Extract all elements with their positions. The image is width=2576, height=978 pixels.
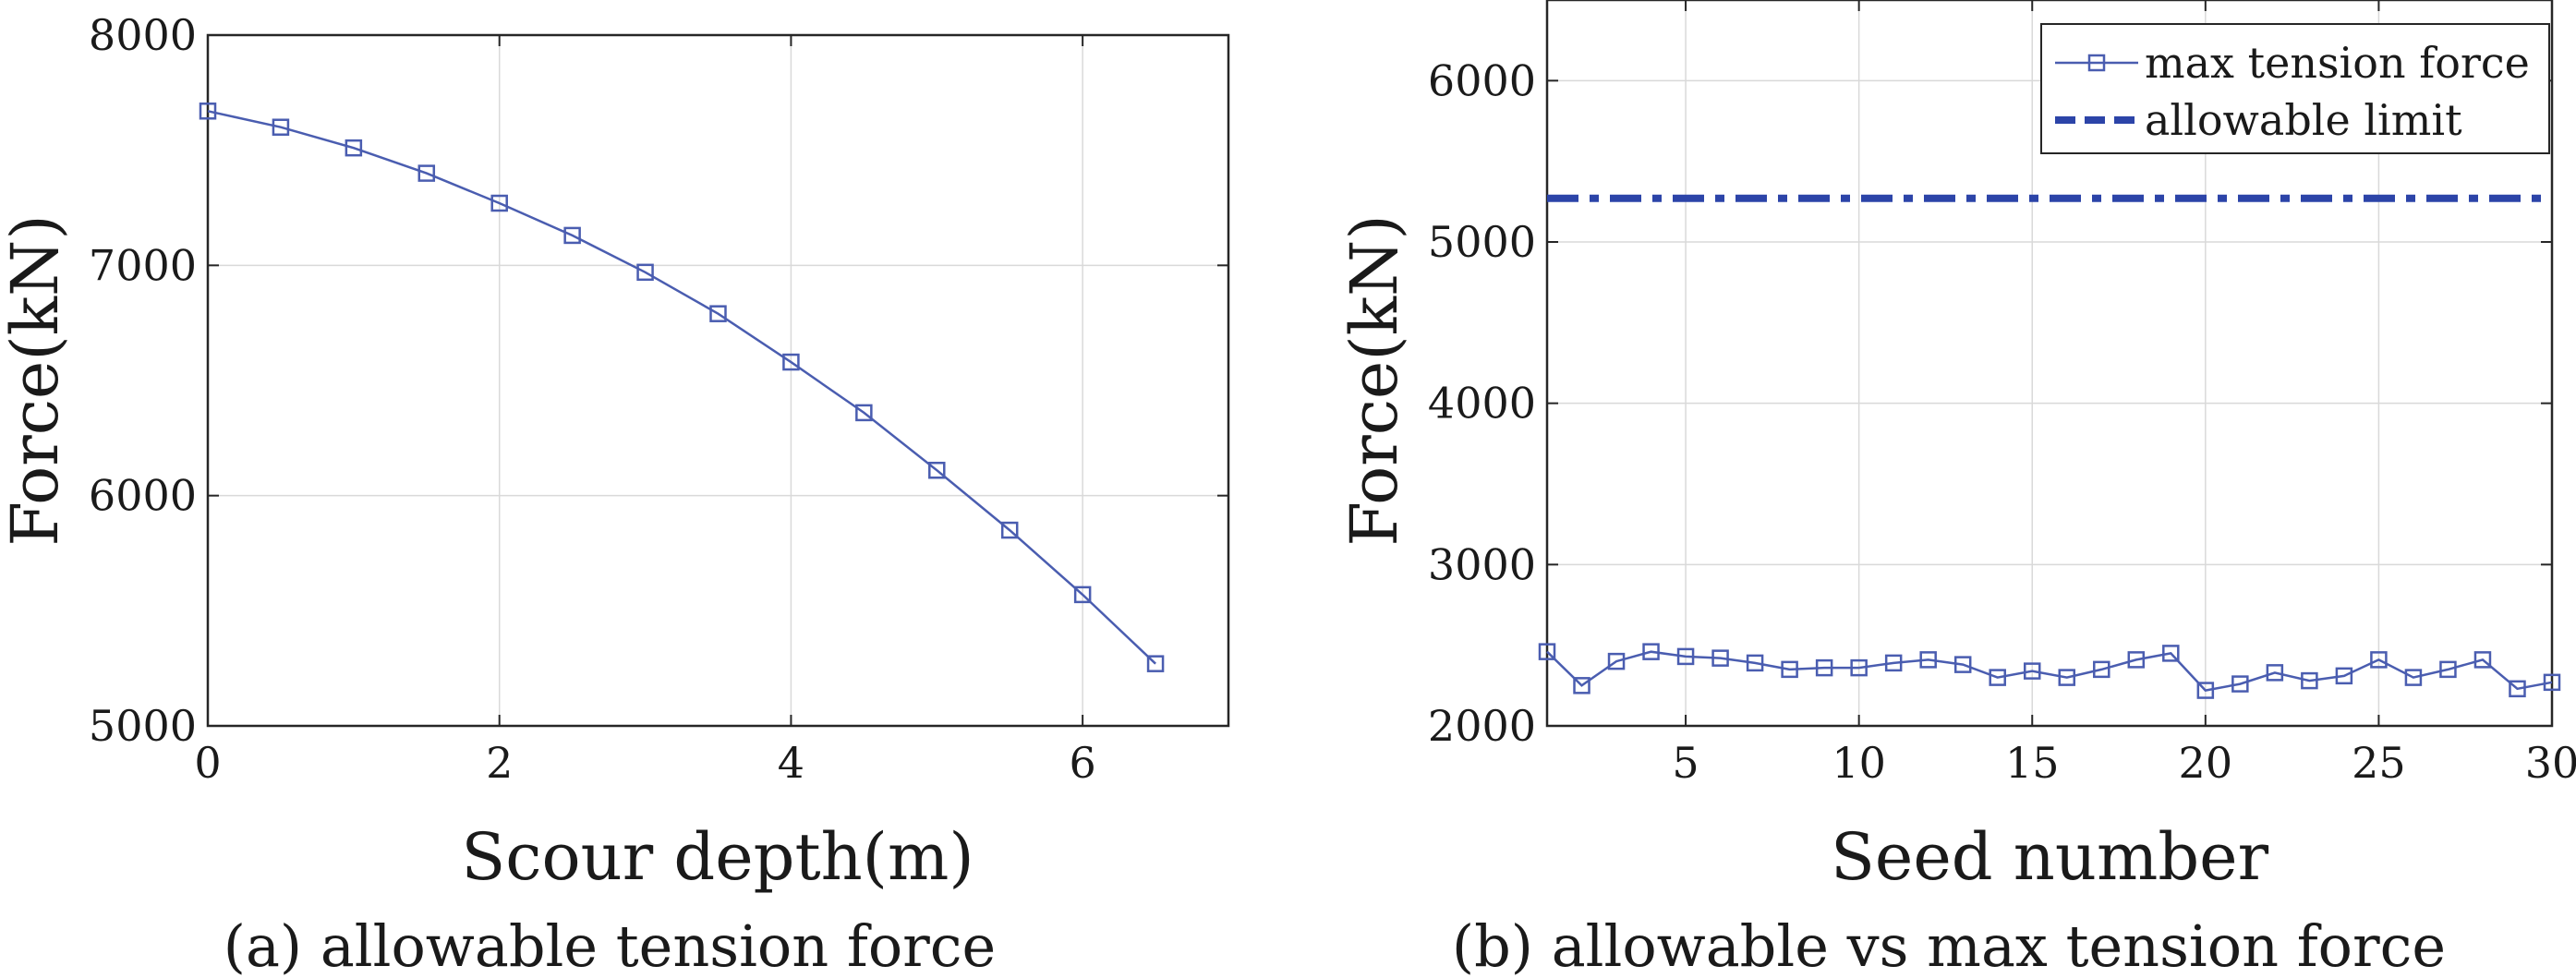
data-point — [928, 461, 946, 479]
data-point — [2335, 667, 2353, 685]
data-point — [2439, 660, 2457, 679]
data-point — [1781, 660, 1798, 679]
data-point — [2266, 664, 2284, 682]
data-point — [1642, 643, 1660, 660]
data-point — [1607, 652, 1626, 670]
chart-a-ylabel: Force(kN) — [0, 214, 73, 546]
data-point — [2370, 651, 2388, 669]
data-point — [855, 404, 873, 422]
x-tick-label: 6 — [1070, 738, 1096, 788]
chart-a-grid — [208, 35, 1228, 726]
chart-b-series — [1538, 194, 2561, 699]
data-point — [1919, 651, 1937, 669]
data-point — [1850, 658, 1868, 677]
data-point — [2093, 660, 2110, 679]
data-point — [272, 118, 290, 136]
data-point — [2231, 675, 2249, 693]
data-point — [490, 194, 508, 212]
x-tick-label: 15 — [2005, 738, 2060, 788]
chart-a-ticks: 0 2 4 6 5000 6000 7000 8000 — [89, 10, 1228, 788]
x-tick-label: 30 — [2525, 738, 2576, 788]
x-tick-label: 4 — [778, 738, 804, 788]
y-tick-label: 5000 — [89, 701, 197, 751]
data-point — [2127, 651, 2146, 669]
legend-marker-max-tension — [2087, 54, 2106, 72]
data-point — [2023, 662, 2041, 680]
data-point — [1538, 643, 1556, 660]
x-tick-label: 20 — [2179, 738, 2233, 788]
chart-a-xlabel: Scour depth(m) — [461, 819, 974, 895]
data-point — [2543, 673, 2561, 692]
data-point — [1073, 586, 1092, 604]
data-point — [2509, 680, 2526, 698]
data-point — [2196, 682, 2215, 699]
chart-a-series — [199, 103, 1165, 672]
data-point — [1815, 658, 1833, 677]
y-tick-label: 4000 — [1428, 379, 1536, 429]
y-tick-label: 8000 — [89, 10, 197, 60]
data-point — [417, 164, 436, 182]
data-point — [782, 353, 800, 371]
chart-b-ticks: 5 10 15 20 25 30 2000 3000 4000 5000 6000 — [1428, 0, 2576, 788]
chart-b-xlabel: Seed number — [1831, 819, 2269, 895]
data-point — [2473, 651, 2492, 669]
data-point — [1953, 656, 1972, 673]
data-point — [2058, 669, 2076, 686]
chart-b: 5 10 15 20 25 30 2000 3000 4000 5000 6000 max tens… — [1336, 0, 2576, 978]
y-tick-label: 3000 — [1428, 539, 1536, 589]
chart-b-caption: (b) allowable vs max tension force — [1452, 912, 2446, 978]
data-point — [2404, 669, 2423, 686]
chart-a-plot-area — [208, 35, 1228, 726]
x-tick-label: 2 — [486, 738, 513, 788]
y-tick-label: 7000 — [89, 240, 197, 290]
data-point — [2162, 645, 2180, 662]
chart-a: 0 2 4 6 5000 6000 7000 8000 Scour depth(m) Forc… — [0, 10, 1230, 978]
legend-label-max-tension: max tension force — [2145, 38, 2530, 88]
legend-label-allowable-limit: allowable limit — [2145, 95, 2462, 145]
data-point — [1989, 669, 2006, 686]
chart-b-axes-box — [1545, 0, 2554, 728]
data-point — [345, 139, 363, 157]
data-point — [563, 226, 581, 245]
data-point — [1676, 647, 1695, 666]
y-tick-label: 5000 — [1428, 217, 1536, 267]
x-tick-label: 0 — [194, 738, 221, 788]
y-tick-label: 6000 — [89, 471, 197, 521]
legend-box — [2040, 23, 2550, 154]
data-point — [1884, 654, 1903, 672]
chart-b-ylabel: Force(kN) — [1336, 214, 1412, 546]
chart-a-caption: (a) allowable tension force — [224, 912, 996, 978]
y-tick-label: 6000 — [1428, 55, 1536, 105]
series-line — [207, 110, 1156, 665]
chart-a-axes-box — [206, 33, 1230, 728]
x-tick-label: 25 — [2352, 738, 2406, 788]
data-point — [709, 305, 727, 322]
y-tick-label: 2000 — [1428, 701, 1536, 751]
data-point — [1146, 655, 1165, 672]
data-point — [1711, 649, 1729, 667]
series-line — [1546, 650, 2553, 692]
x-tick-label: 10 — [1832, 738, 1886, 788]
data-point — [1573, 677, 1590, 694]
x-tick-label: 5 — [1672, 738, 1699, 788]
data-point — [1746, 654, 1764, 672]
data-point — [2301, 671, 2318, 690]
data-point — [636, 263, 654, 282]
chart-b-legend: max tension force allowable limit — [2040, 23, 2550, 154]
data-point — [1000, 521, 1019, 539]
data-point — [199, 103, 217, 120]
